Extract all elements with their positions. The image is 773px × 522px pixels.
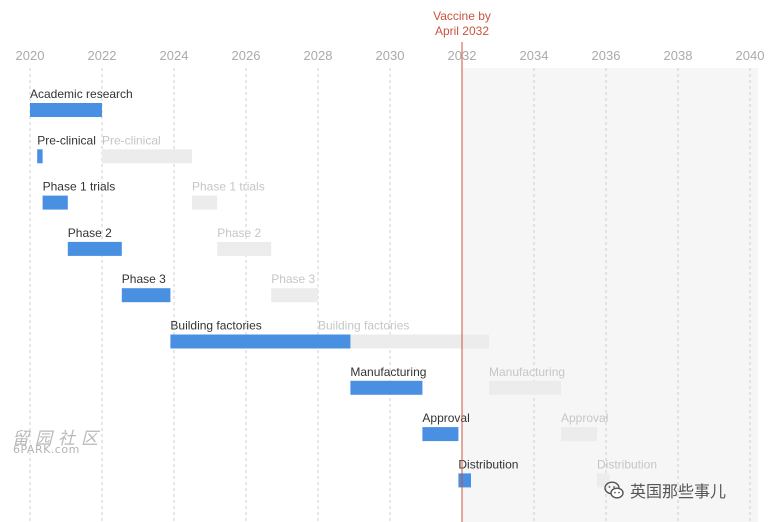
task-bar-label: Academic research <box>30 87 133 101</box>
x-tick-label: 2026 <box>232 48 261 63</box>
watermark-site-cn: 留园社区 <box>12 429 104 449</box>
ghost-bar <box>561 427 597 442</box>
task-bar-label: Phase 1 trials <box>43 180 116 194</box>
task-bar-label: Approval <box>422 411 469 425</box>
ghost-bar <box>489 380 561 395</box>
task-bar <box>350 380 423 395</box>
watermark-wechat-text: 英国那些事儿 <box>630 482 727 501</box>
task-bar <box>458 473 471 488</box>
ghost-bar-label: Phase 2 <box>217 226 261 240</box>
ghost-bars: Pre-clinical Phase 1 trials Phase 2 Phase 3… <box>102 133 657 488</box>
task-bar-label: Phase 3 <box>122 272 166 286</box>
task-bar <box>121 288 171 303</box>
task-bar-label: Distribution <box>458 457 518 471</box>
task-bar <box>67 241 122 256</box>
ghost-bar <box>271 288 318 303</box>
task-bar <box>30 103 102 117</box>
task-bar <box>170 334 351 349</box>
x-tick-label: 2036 <box>592 48 621 63</box>
task-bar <box>37 149 43 164</box>
x-tick-label: 2020 <box>16 48 45 63</box>
x-tick-label: 2034 <box>520 48 549 63</box>
marker-label-line1: Vaccine by <box>433 9 491 23</box>
watermark-site-en: 6PARK.com <box>13 443 80 456</box>
ghost-bar <box>192 195 218 210</box>
ghost-bar-label: Phase 1 trials <box>192 180 265 194</box>
ghost-bar-label: Approval <box>561 411 608 425</box>
ghost-bar-label: Building factories <box>318 319 409 333</box>
ghost-bar-label: Pre-clinical <box>102 133 161 147</box>
x-tick-label: 2030 <box>376 48 405 63</box>
x-axis-ticks: 2020 2022 2024 2026 2028 2030 2032 2034 2036 2038… <box>16 48 765 63</box>
wechat-icon <box>604 481 624 499</box>
x-tick-label: 2024 <box>160 48 189 63</box>
ghost-bar-label: Phase 3 <box>271 272 315 286</box>
task-bar <box>42 195 68 210</box>
task-bars: Academic research Pre-clinical Phase 1 tri… <box>30 87 518 488</box>
shaded-region <box>462 68 758 522</box>
marker-label-line2: April 2032 <box>435 24 489 38</box>
ghost-bar <box>102 149 192 164</box>
watermark-wechat: 英国那些事儿 <box>604 478 726 502</box>
ghost-bar-label: Manufacturing <box>489 365 565 379</box>
task-bar-label: Pre-clinical <box>37 133 96 147</box>
task-bar <box>422 427 459 442</box>
x-tick-label: 2022 <box>88 48 117 63</box>
ghost-bar-label: Distribution <box>597 457 657 471</box>
task-bar-label: Manufacturing <box>350 365 426 379</box>
ghost-bar <box>217 241 272 256</box>
x-tick-label: 2038 <box>664 48 693 63</box>
x-tick-label: 2040 <box>736 48 765 63</box>
task-bar-label: Building factories <box>170 319 261 333</box>
task-bar-label: Phase 2 <box>68 226 112 240</box>
ghost-bar <box>318 334 489 349</box>
x-tick-label: 2028 <box>304 48 333 63</box>
